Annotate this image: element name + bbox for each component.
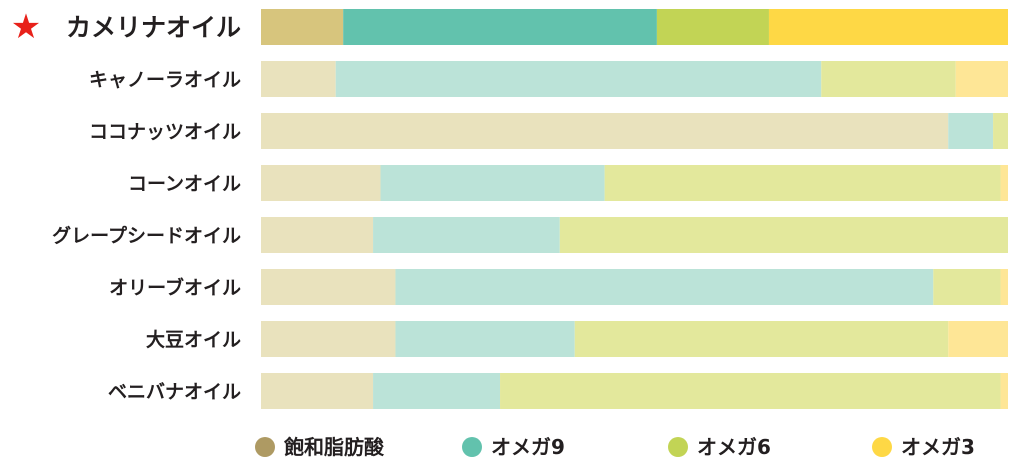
bar-segment <box>261 61 336 97</box>
bar-segment <box>395 321 575 357</box>
bar-row <box>261 113 1008 149</box>
bar-row <box>261 217 1008 253</box>
bar-segment <box>261 321 396 357</box>
category-label: カメリナオイル <box>66 13 241 42</box>
legend-item: オメガ9 <box>462 435 565 459</box>
legend-item: オメガ3 <box>872 435 975 459</box>
legend-label: オメガ6 <box>697 435 771 459</box>
bar-segment <box>955 61 1008 97</box>
bar-segment <box>261 165 381 201</box>
category-label: 大豆オイル <box>146 328 241 351</box>
category-label: オリーブオイル <box>109 276 241 299</box>
bar-segment <box>261 113 949 149</box>
bar-segment <box>395 269 934 305</box>
bar-segment <box>1000 269 1008 305</box>
bar-segment <box>574 321 949 357</box>
legend-item: 飽和脂肪酸 <box>255 435 385 459</box>
bar-segment <box>261 269 396 305</box>
bar-row <box>261 373 1008 409</box>
bar-segment <box>933 269 1001 305</box>
bar-segment <box>993 113 1008 149</box>
bar-row <box>261 321 1008 357</box>
bar-segment <box>768 9 1008 45</box>
legend-swatch <box>668 437 688 457</box>
bar-row <box>261 269 1008 305</box>
legend-label: 飽和脂肪酸 <box>284 435 385 459</box>
bar-segment <box>261 373 374 409</box>
bar-segment <box>261 217 374 253</box>
bar-segment <box>559 217 1008 253</box>
bar-segment <box>1000 373 1008 409</box>
bar-segment <box>343 9 657 45</box>
bar-segment <box>656 9 769 45</box>
bar-segment <box>500 373 1001 409</box>
legend-swatch <box>872 437 892 457</box>
bar-row <box>261 9 1008 45</box>
bar-segment <box>604 165 1001 201</box>
category-label: ベニバナオイル <box>108 381 241 403</box>
bar-row <box>261 165 1008 201</box>
legend-label: オメガ3 <box>901 435 975 459</box>
bar-row <box>261 61 1008 97</box>
bar-segment <box>948 321 1008 357</box>
category-labels: カメリナオイル ★ キャノーラオイルココナッツオイルコーンオイルグレープシードオイル… <box>11 7 241 403</box>
bar-segment <box>373 373 501 409</box>
legend-label: オメガ9 <box>491 435 565 459</box>
bar-segment <box>373 217 560 253</box>
bar-segment <box>261 9 344 45</box>
bar-segment <box>948 113 994 149</box>
legend-swatch <box>462 437 482 457</box>
bar-segment <box>380 165 605 201</box>
bar-segment <box>335 61 822 97</box>
bars-group <box>261 9 1008 409</box>
bar-segment <box>821 61 956 97</box>
category-label: キャノーラオイル <box>89 69 241 91</box>
category-label: ココナッツオイル <box>89 121 241 143</box>
category-label: グレープシードオイル <box>52 224 241 247</box>
legend-swatch <box>255 437 275 457</box>
category-label: コーンオイル <box>128 173 241 195</box>
legend: 飽和脂肪酸 オメガ9 オメガ6 オメガ3 <box>255 435 975 459</box>
highlight-star-icon: ★ <box>11 7 41 47</box>
legend-item: オメガ6 <box>668 435 771 459</box>
bar-segment <box>1000 165 1008 201</box>
